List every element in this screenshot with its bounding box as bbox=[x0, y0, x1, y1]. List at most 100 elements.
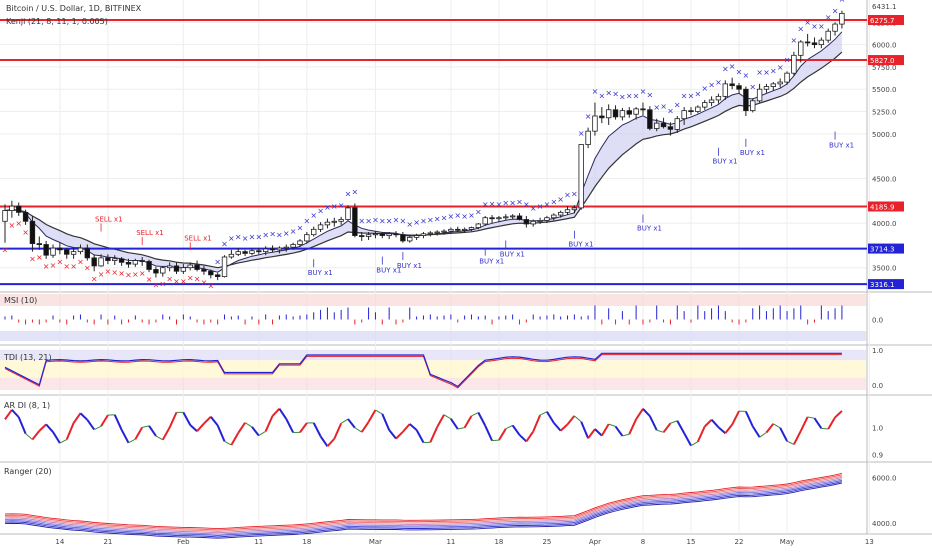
tdi-pane-title: TDI (13, 21) bbox=[4, 353, 52, 362]
ardi-segment bbox=[609, 424, 616, 426]
ardi-segment bbox=[787, 441, 794, 444]
candle-body bbox=[531, 221, 536, 224]
time-tick-label: 22 bbox=[735, 538, 744, 546]
candle-body bbox=[510, 216, 515, 217]
ardi-segment bbox=[780, 428, 787, 441]
candle-body bbox=[112, 259, 117, 261]
sar-marker: × bbox=[43, 262, 50, 271]
candle-body bbox=[407, 237, 412, 241]
candle-body bbox=[462, 229, 467, 230]
signal-label: BUY x1 bbox=[568, 241, 593, 249]
sar-marker: × bbox=[146, 275, 153, 284]
sar-marker: × bbox=[386, 216, 393, 225]
ardi-tick-label: 1.0 bbox=[872, 425, 883, 433]
time-tick-label: Apr bbox=[589, 538, 601, 546]
ardi-segment bbox=[568, 416, 575, 425]
sar-marker: × bbox=[207, 281, 214, 290]
candle-body bbox=[606, 110, 611, 118]
ardi-segment bbox=[430, 427, 437, 442]
price-tick-label: 5750.0 bbox=[872, 64, 897, 72]
ranger-pane-title: Ranger (20) bbox=[4, 467, 52, 476]
sar-marker: × bbox=[475, 207, 482, 216]
ardi-segment bbox=[595, 429, 602, 435]
ranger-band-line bbox=[5, 476, 842, 531]
sar-marker: × bbox=[187, 273, 194, 282]
sar-marker: × bbox=[592, 87, 599, 96]
signal-label: SELL x1 bbox=[184, 234, 212, 242]
sar-marker: × bbox=[502, 198, 509, 207]
candle-body bbox=[558, 212, 563, 215]
sar-marker: × bbox=[708, 81, 715, 90]
candle-body bbox=[339, 220, 344, 222]
ardi-segment bbox=[245, 423, 252, 427]
candle-body bbox=[359, 236, 364, 237]
sar-marker: × bbox=[797, 24, 804, 33]
ardi-segment bbox=[382, 414, 389, 430]
sar-marker: × bbox=[57, 257, 64, 266]
candle-body bbox=[37, 244, 42, 245]
candle-body bbox=[792, 55, 797, 73]
candle-body bbox=[709, 100, 714, 103]
sar-marker: × bbox=[228, 234, 235, 243]
ardi-segment bbox=[26, 434, 33, 440]
ardi-segment bbox=[636, 409, 643, 419]
time-tick-label: May bbox=[780, 538, 794, 546]
sar-marker: × bbox=[427, 215, 434, 224]
candle-body bbox=[524, 220, 529, 224]
sar-marker: × bbox=[770, 66, 777, 75]
ardi-segment bbox=[334, 423, 341, 439]
candle-body bbox=[140, 261, 145, 262]
ardi-segment bbox=[561, 424, 568, 430]
sar-marker: × bbox=[550, 198, 557, 207]
sar-marker: × bbox=[598, 91, 605, 100]
candle-body bbox=[757, 89, 762, 101]
ardi-segment bbox=[266, 416, 273, 431]
sar-marker: × bbox=[132, 270, 139, 279]
ardi-segment bbox=[471, 413, 478, 416]
time-tick-label: 14 bbox=[55, 538, 64, 546]
candle-body bbox=[325, 222, 330, 225]
candle-body bbox=[778, 82, 783, 84]
ardi-segment bbox=[74, 413, 81, 423]
sar-marker: × bbox=[756, 68, 763, 77]
price-tick-label: 4000.0 bbox=[872, 220, 897, 228]
sar-marker: × bbox=[406, 220, 413, 229]
ardi-segment bbox=[732, 411, 739, 425]
candle-body bbox=[785, 73, 790, 82]
sar-marker: × bbox=[324, 203, 331, 212]
sar-marker: × bbox=[98, 270, 105, 279]
signal-label: BUY x1 bbox=[712, 158, 737, 166]
ardi-segment bbox=[622, 434, 629, 436]
sar-marker: × bbox=[667, 107, 674, 116]
sar-marker: × bbox=[749, 82, 756, 91]
sar-marker: × bbox=[434, 215, 441, 224]
signal-label: SELL x1 bbox=[136, 229, 164, 237]
sar-marker: × bbox=[681, 91, 688, 100]
ranger-band-line bbox=[5, 475, 842, 530]
candle-body bbox=[195, 265, 200, 269]
signal-label: BUY x1 bbox=[500, 250, 525, 258]
sar-marker: × bbox=[557, 195, 564, 204]
signal-label: BUY x1 bbox=[637, 225, 662, 233]
sar-marker: × bbox=[454, 211, 461, 220]
candle-body bbox=[586, 131, 591, 144]
ranger-tick-label: 6000.0 bbox=[872, 474, 897, 482]
candle-body bbox=[661, 123, 666, 127]
candle-body bbox=[538, 220, 543, 221]
sar-marker: × bbox=[400, 216, 407, 225]
sar-marker: × bbox=[784, 56, 791, 65]
candle-body bbox=[10, 206, 15, 210]
candle-body bbox=[318, 225, 323, 229]
ardi-segment bbox=[39, 424, 46, 430]
ardi-segment bbox=[327, 439, 334, 446]
sar-marker: × bbox=[516, 198, 523, 207]
candle-body bbox=[812, 43, 817, 45]
ardi-segment bbox=[821, 428, 828, 429]
candle-body bbox=[222, 257, 227, 277]
candle-body bbox=[613, 110, 618, 117]
candle-body bbox=[840, 13, 845, 24]
sar-marker: × bbox=[297, 223, 304, 232]
sar-marker: × bbox=[159, 280, 166, 289]
time-tick-label: 25 bbox=[542, 538, 551, 546]
